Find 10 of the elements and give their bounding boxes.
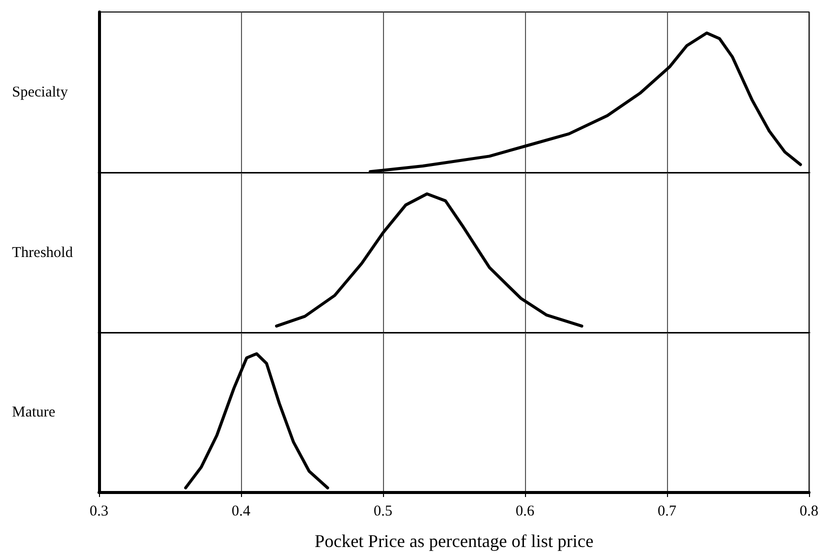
x-axis-title: Pocket Price as percentage of list price	[314, 531, 594, 551]
y-axis-title: Threshold	[12, 245, 74, 261]
x-tick-label: 0.6	[516, 504, 535, 520]
x-tick-label: 0.3	[90, 504, 108, 520]
x-tick-label: 0.5	[374, 504, 392, 520]
y-axis-title: Specialty	[12, 84, 68, 100]
x-tick-label: 0.7	[658, 504, 677, 520]
x-tick-label: 0.4	[232, 504, 251, 520]
x-tick-label: 0.8	[800, 504, 818, 520]
y-axis-title: Mature	[12, 404, 56, 420]
